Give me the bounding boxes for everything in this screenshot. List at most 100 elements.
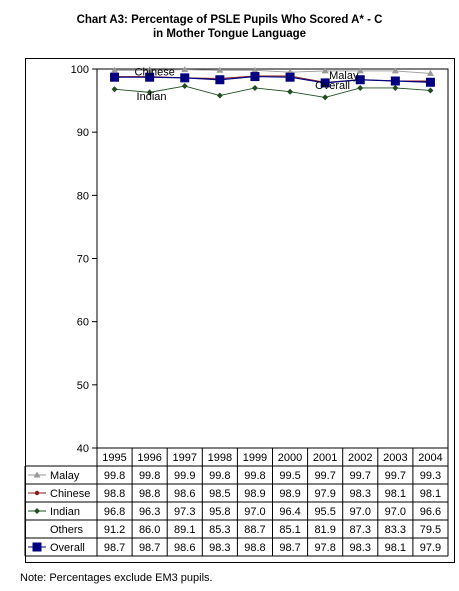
table-cell: 98.3: [350, 488, 371, 500]
table-cell: 98.8: [244, 542, 265, 554]
marker-square: [215, 75, 225, 85]
table-cell: 99.7: [314, 470, 335, 482]
marker-triangle: [181, 66, 189, 73]
x-tick-label: 1999: [243, 452, 267, 464]
table-cell: 97.3: [174, 506, 195, 518]
x-tick-label: 2004: [418, 452, 442, 464]
x-tick-label: 2002: [348, 452, 372, 464]
table-cell: 91.2: [104, 524, 125, 536]
marker-diamond: [34, 508, 40, 514]
series-annotation-overall: Overall: [315, 80, 350, 92]
marker-triangle: [33, 471, 41, 478]
table-cell: 96.6: [420, 506, 441, 518]
marker-triangle: [321, 67, 329, 74]
marker-square: [110, 72, 120, 82]
table-cell: 97.9: [314, 488, 335, 500]
table-cell: 96.4: [279, 506, 300, 518]
series-line-malay: [114, 69, 431, 74]
table-cell: 98.6: [174, 542, 195, 554]
series-annotation-malay: Malay: [329, 70, 359, 82]
y-tick-label: 80: [77, 190, 89, 202]
table-cell: 95.5: [314, 506, 335, 518]
marker-triangle: [146, 66, 154, 73]
marker-circle: [34, 490, 40, 496]
table-cell: 99.7: [385, 470, 406, 482]
table-cell: 98.7: [279, 542, 300, 554]
x-tick-label: 1998: [208, 452, 232, 464]
footnote: Note: Percentages exclude EM3 pupils.: [20, 572, 213, 584]
table-cell: 83.3: [385, 524, 406, 536]
table-cell: 99.7: [350, 470, 371, 482]
x-tick-label: 1995: [102, 452, 126, 464]
table-cell: 98.1: [420, 488, 441, 500]
table-cell: 85.1: [279, 524, 300, 536]
series-annotation-chinese: Chinese: [135, 67, 175, 79]
table-cell: 88.7: [244, 524, 265, 536]
series-annotation-indian: Indian: [137, 91, 167, 103]
x-tick-label: 2003: [383, 452, 407, 464]
marker-square: [145, 72, 155, 82]
chart-title: Chart A3: Percentage of PSLE Pupils Who …: [0, 13, 459, 41]
series-line-overall: [114, 75, 431, 84]
x-tick-label: 1996: [137, 452, 161, 464]
marker-square: [180, 73, 190, 83]
marker-diamond: [111, 86, 118, 93]
y-tick-label: 50: [77, 380, 89, 392]
marker-triangle: [216, 66, 224, 73]
marker-diamond: [216, 92, 223, 99]
marker-diamond: [251, 84, 258, 91]
table-cell: 89.1: [174, 524, 195, 536]
marker-triangle: [251, 66, 259, 73]
marker-diamond: [357, 84, 364, 91]
table-cell: 98.6: [174, 488, 195, 500]
marker-square: [320, 78, 330, 88]
chart-title-line1: Chart A3: Percentage of PSLE Pupils Who …: [76, 14, 383, 26]
table-cell: 86.0: [139, 524, 160, 536]
table-cell: 98.5: [209, 488, 230, 500]
table-cell: 99.9: [174, 470, 195, 482]
table-cell: 98.3: [350, 542, 371, 554]
table-cell: 99.8: [209, 470, 230, 482]
table-cell: 98.1: [385, 488, 406, 500]
marker-diamond: [287, 88, 294, 95]
table-cell: 98.3: [209, 542, 230, 554]
table-cell: 81.9: [314, 524, 335, 536]
table-cell: 99.3: [420, 470, 441, 482]
table-cell: 98.7: [104, 542, 125, 554]
table-cell: 85.3: [209, 524, 230, 536]
table-cell: 97.9: [420, 542, 441, 554]
table-cell: 97.0: [385, 506, 406, 518]
marker-triangle: [391, 67, 399, 74]
table-cell: 98.1: [385, 542, 406, 554]
marker-square: [250, 72, 260, 82]
table-cell: 98.7: [139, 542, 160, 554]
table-cell: 99.8: [244, 470, 265, 482]
table-cell: 97.0: [244, 506, 265, 518]
marker-square: [32, 542, 42, 552]
series-line-indian: [114, 85, 431, 98]
chart-frame: [25, 58, 455, 563]
chart-title-line2: in Mother Tongue Language: [152, 28, 307, 40]
table-cell: 87.3: [350, 524, 371, 536]
table-cell: 97.8: [314, 542, 335, 554]
marker-diamond: [322, 94, 329, 101]
table-cell: 96.3: [139, 506, 160, 518]
marker-square: [425, 77, 435, 87]
legend-label-malay: Malay: [50, 470, 80, 482]
table-cell: 99.8: [104, 470, 125, 482]
table-cell: 97.0: [350, 506, 371, 518]
table-cell: 98.8: [139, 488, 160, 500]
marker-diamond: [392, 84, 399, 91]
table-cell: 98.9: [279, 488, 300, 500]
y-tick-label: 60: [77, 317, 89, 329]
table-cell: 96.8: [104, 506, 125, 518]
plot-area: [96, 68, 449, 449]
legend-label-others: Others: [50, 524, 84, 536]
legend-label-chinese: Chinese: [50, 488, 90, 500]
y-tick-label: 40: [77, 443, 89, 455]
marker-triangle: [426, 69, 434, 76]
y-tick-label: 90: [77, 127, 89, 139]
table-cell: 98.8: [104, 488, 125, 500]
x-tick-label: 2001: [313, 452, 337, 464]
